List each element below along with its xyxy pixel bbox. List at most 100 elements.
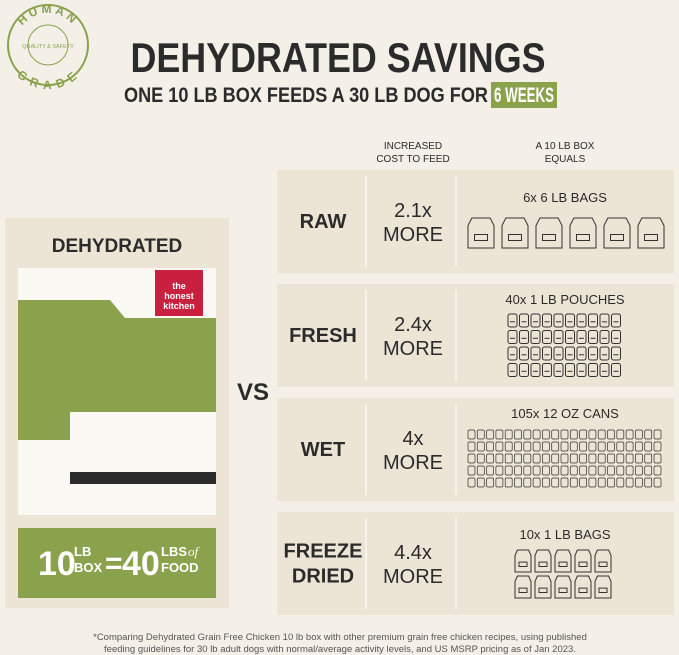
can-icon <box>625 441 634 452</box>
bag-icon <box>574 575 592 599</box>
row-name: RAW <box>300 211 347 233</box>
can-icon <box>486 465 494 476</box>
can-icon <box>607 429 615 440</box>
row-cost: MORE <box>383 452 443 474</box>
can-icon <box>504 453 513 464</box>
can-icon <box>514 453 522 464</box>
pouch-icon <box>507 346 518 361</box>
can-icon <box>569 453 578 464</box>
row-equals: 105x 12 OZ CANS <box>511 406 619 421</box>
pouch-icon <box>611 313 621 328</box>
can-icon <box>616 477 625 488</box>
badge-bottom: GRADE <box>14 67 81 92</box>
can-icon <box>635 477 643 488</box>
bag-icon-label <box>542 234 556 241</box>
pouch-icon <box>599 346 610 361</box>
bag-icon-label <box>578 561 588 567</box>
can-icon <box>635 453 643 464</box>
pouch-icon <box>565 313 575 328</box>
bag-icon <box>594 549 612 573</box>
can-icon <box>597 429 606 440</box>
pouch-icon <box>599 330 610 344</box>
can-icon <box>523 441 532 452</box>
col-header: COST TO FEED <box>376 154 449 165</box>
bag-icon <box>637 217 665 249</box>
can-icon <box>532 465 541 476</box>
bag-icon <box>534 575 552 599</box>
can-icon <box>542 453 550 464</box>
eq-left-unit-top: LB <box>74 544 91 559</box>
can-icon <box>579 477 587 488</box>
can-icon <box>644 453 653 464</box>
row-equals: 40x 1 LB POUCHES <box>505 292 625 307</box>
pouch-icon <box>565 346 575 361</box>
bag-icon-label <box>518 587 528 593</box>
bag-icon <box>514 549 532 573</box>
can-icon <box>588 453 597 464</box>
footnote: feeding guidelines for 30 lb adult dogs … <box>104 644 576 655</box>
brand-2: honest <box>164 291 194 301</box>
bag-icon <box>467 217 495 249</box>
bag-icon-label <box>576 234 590 241</box>
col-header: A 10 LB BOX <box>536 141 595 152</box>
bag-icon-label <box>598 561 608 567</box>
can-icon <box>486 441 494 452</box>
pouch-icon <box>507 313 518 328</box>
can-icon <box>644 441 653 452</box>
bag-icon-label <box>644 234 658 241</box>
pouch-icon <box>530 330 541 344</box>
brand-1: the <box>172 281 186 291</box>
vs: VS <box>237 379 269 406</box>
can-icon <box>514 465 522 476</box>
pouch-icon <box>576 313 587 328</box>
can-icon <box>495 465 504 476</box>
pouch-icon <box>576 330 587 344</box>
pouch-icon <box>553 313 564 328</box>
can-icon <box>579 465 587 476</box>
bag-icon <box>554 549 572 573</box>
pouch-icon <box>599 313 610 328</box>
pouch-icon <box>576 346 587 361</box>
row-name: DRIED <box>292 566 354 588</box>
can-icon <box>579 429 587 440</box>
badge-ring <box>7 4 89 86</box>
can-icon <box>569 465 578 476</box>
row-cost: 4x <box>402 428 423 450</box>
can-icon <box>579 453 587 464</box>
can-icon <box>653 441 662 452</box>
pouch-icon <box>507 363 518 377</box>
can-icon <box>523 453 532 464</box>
row-cost: 2.1x <box>394 200 432 222</box>
bag-icon-label <box>474 234 488 241</box>
row-panel <box>277 170 674 273</box>
badge-top: HUMAN <box>14 2 81 28</box>
equation: 10 LB BOX = 40 LBS of FOOD <box>38 544 201 583</box>
eq-right-unit-top: LBS <box>161 544 187 559</box>
subtitle: ONE 10 LB BOX FEEDS A 30 LB DOG FOR <box>124 84 488 107</box>
bag-icon <box>594 575 612 599</box>
pouch-icon <box>553 330 564 344</box>
can-icon <box>486 477 494 488</box>
bag-icon-label <box>538 561 548 567</box>
can-icon <box>625 477 634 488</box>
can-icon <box>504 441 513 452</box>
pouch-icon <box>588 346 598 361</box>
pouch-icon <box>530 346 541 361</box>
row-panel <box>277 512 674 615</box>
can-icon <box>504 465 513 476</box>
can-icon <box>644 429 653 440</box>
eq-right-number: 40 <box>122 545 160 583</box>
bag-icon-label <box>610 234 624 241</box>
bag-icon <box>501 217 529 249</box>
can-icon <box>495 441 504 452</box>
can-icon <box>514 441 522 452</box>
can-icon <box>486 453 494 464</box>
can-icon <box>467 429 476 440</box>
bag-icon <box>534 549 552 573</box>
can-icon <box>542 441 550 452</box>
can-icon <box>532 477 541 488</box>
can-icon <box>551 441 560 452</box>
can-icon <box>467 465 476 476</box>
bag-icon <box>535 217 563 249</box>
can-icon <box>579 441 587 452</box>
